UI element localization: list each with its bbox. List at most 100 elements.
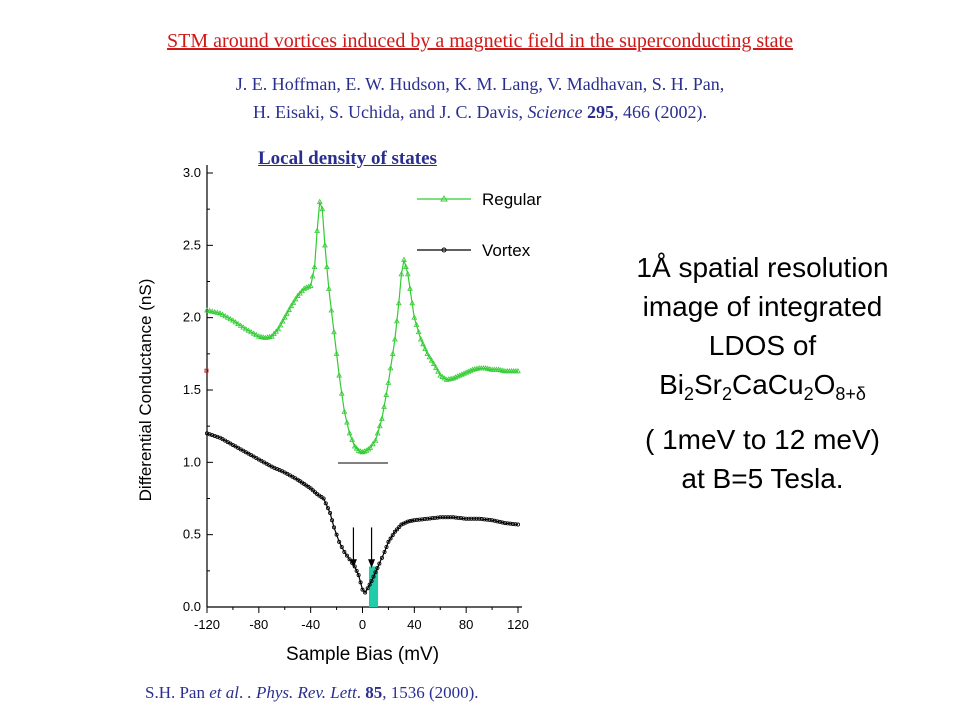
series-point-regular xyxy=(307,282,314,288)
series-point-vortex xyxy=(377,561,382,566)
series-point-vortex xyxy=(466,516,471,521)
series-point-vortex xyxy=(331,525,336,530)
y-tick-label: 2.0 xyxy=(183,310,201,325)
ldos-chart: 0.00.51.01.52.02.53.0-120 -80 -40 0 40 80 120 … xyxy=(136,165,542,665)
series-point-regular xyxy=(426,353,433,360)
series-point-vortex xyxy=(321,496,326,501)
series-point-regular xyxy=(417,336,424,342)
legend-marker-vortex xyxy=(441,247,447,253)
y-tick-label: 1.0 xyxy=(183,454,201,469)
series-point-regular xyxy=(376,422,383,429)
series-point-regular xyxy=(290,299,297,305)
side-line-3: LDOS of xyxy=(708,330,817,361)
x-tick-label: -40 xyxy=(301,617,320,632)
series-point-vortex xyxy=(513,522,518,527)
series-point-vortex xyxy=(515,522,520,527)
series-point-vortex xyxy=(337,539,342,544)
series-point-regular xyxy=(465,368,472,374)
series-point-regular xyxy=(292,296,299,302)
series-point-regular xyxy=(237,322,244,328)
series-point-vortex xyxy=(412,518,417,523)
series-point-regular xyxy=(328,307,335,313)
series-point-vortex xyxy=(414,517,419,522)
series-point-vortex xyxy=(420,517,425,522)
legend-label-vortex: Vortex xyxy=(482,241,531,260)
reference-line-1: J. E. Hoffman, E. W. Hudson, K. M. Lang,… xyxy=(235,74,725,94)
series-point-regular xyxy=(458,371,465,377)
series-point-vortex xyxy=(401,521,406,526)
chemical-formula: Bi2Sr2CaCu2O8+δ xyxy=(659,369,866,404)
series-point-regular xyxy=(222,312,229,319)
series-point-vortex xyxy=(308,486,313,491)
series-point-vortex xyxy=(334,532,339,537)
series-point-vortex xyxy=(375,565,380,570)
series-point-regular xyxy=(217,310,223,316)
series-point-vortex xyxy=(352,564,357,569)
series-point-regular xyxy=(353,445,360,451)
series-point-regular xyxy=(209,308,216,314)
y-axis-label: Differential Conductance (nS) xyxy=(136,279,155,502)
series-point-vortex xyxy=(425,516,430,521)
x-axis-label: Sample Bias (mV) xyxy=(286,644,439,665)
x-tick-label: -80 xyxy=(249,617,268,632)
series-point-regular xyxy=(439,373,446,379)
series-point-vortex xyxy=(369,578,374,583)
series-point-regular xyxy=(515,367,521,374)
series-point-vortex xyxy=(503,521,508,526)
reference-line-2: H. Eisaki, S. Uchida, and J. C. Davis, S… xyxy=(0,98,960,126)
series-point-vortex xyxy=(403,520,408,525)
series-point-vortex xyxy=(373,570,378,575)
series-point-vortex xyxy=(484,517,489,522)
series-point-vortex xyxy=(410,518,415,523)
series-point-regular xyxy=(372,437,379,443)
series-point-vortex xyxy=(365,586,370,591)
series-point-vortex xyxy=(310,488,315,493)
side-description: 1Å spatial resolution image of integrate… xyxy=(605,248,920,498)
series-point-regular xyxy=(240,324,247,330)
arrow-head xyxy=(368,559,376,568)
series-point-regular xyxy=(403,263,409,270)
series-point-regular xyxy=(392,336,398,342)
series-point-regular xyxy=(322,242,328,248)
series-point-vortex xyxy=(427,516,432,521)
chart-legend: Regular Vortex xyxy=(204,190,542,464)
reference-journal: Science xyxy=(527,102,583,122)
series-point-regular xyxy=(248,328,254,335)
series-point-vortex xyxy=(430,516,435,521)
series-point-vortex xyxy=(360,587,365,592)
series-point-regular xyxy=(219,311,226,317)
series-point-regular xyxy=(333,350,340,356)
series-point-regular xyxy=(454,373,461,379)
series-point-vortex xyxy=(453,515,458,520)
series-point-regular xyxy=(311,263,318,270)
series-point-vortex xyxy=(358,580,363,585)
series-point-vortex xyxy=(508,521,513,526)
series-point-regular xyxy=(461,370,467,376)
series-point-regular xyxy=(206,307,213,314)
series-point-regular xyxy=(363,447,370,453)
series-point-vortex xyxy=(505,521,510,526)
series-point-vortex xyxy=(422,517,427,522)
series-point-regular xyxy=(385,379,392,385)
series-point-regular xyxy=(316,198,323,204)
series-point-vortex xyxy=(495,519,500,524)
series-point-regular xyxy=(387,365,394,371)
series-line-vortex xyxy=(206,432,519,594)
series-point-regular xyxy=(413,321,420,327)
series-point-vortex xyxy=(354,568,359,573)
series-point-regular xyxy=(433,364,439,370)
series-point-regular xyxy=(467,367,474,373)
series-point-vortex xyxy=(390,533,395,538)
series-point-vortex xyxy=(395,527,400,532)
x-tick-label: 120 xyxy=(507,617,529,632)
series-point-regular xyxy=(450,375,457,381)
y-tick-label: 1.5 xyxy=(183,382,201,397)
series-point-vortex xyxy=(461,516,466,521)
series-point-regular xyxy=(277,322,284,328)
series-point-regular xyxy=(224,314,231,320)
series-point-vortex xyxy=(371,574,376,579)
energy-range: ( 1meV to 12 meV) xyxy=(645,424,880,455)
series-point-vortex xyxy=(487,517,492,522)
chart-series xyxy=(204,198,521,595)
y-tick-label: 3.0 xyxy=(183,165,201,180)
